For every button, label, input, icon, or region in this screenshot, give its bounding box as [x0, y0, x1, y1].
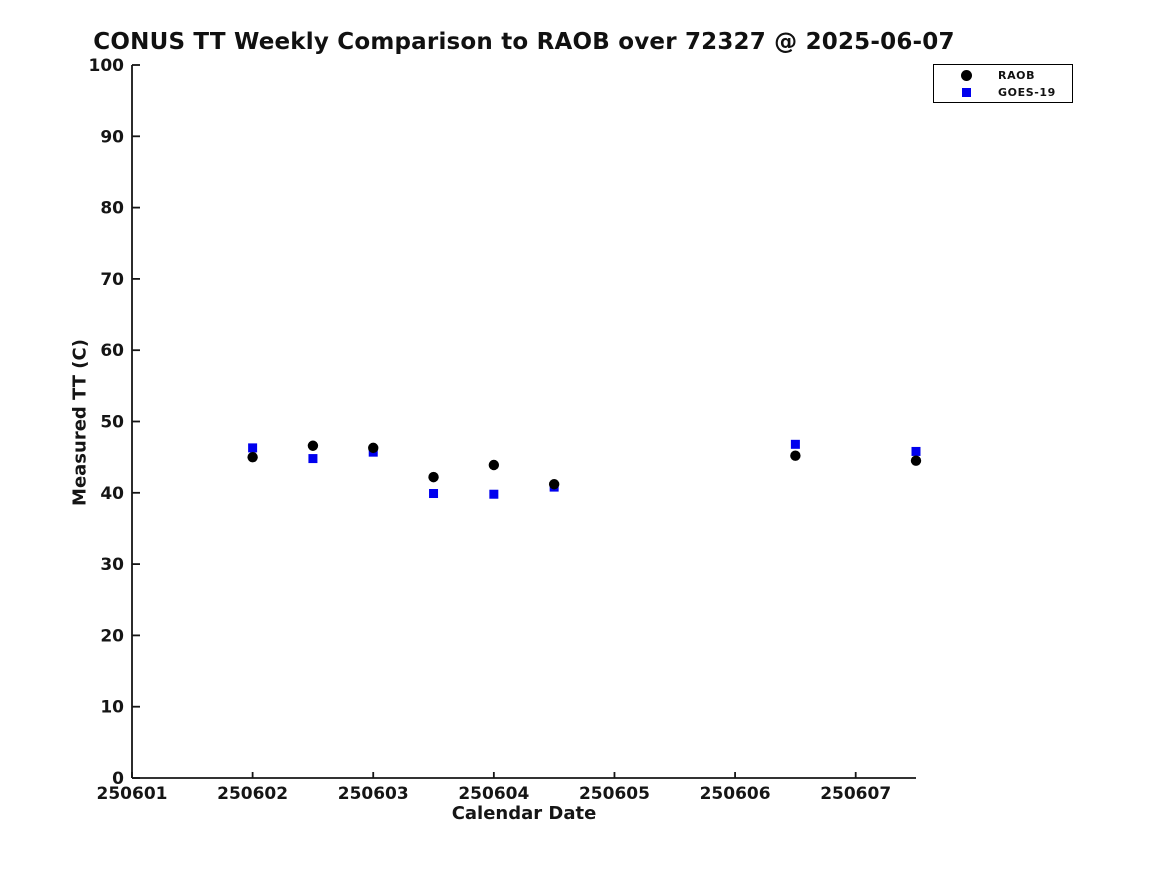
y-tick-label: 30	[100, 555, 124, 575]
raob-marker	[307, 440, 319, 451]
raob-marker	[368, 442, 379, 454]
x-tick-label: 250603	[338, 784, 409, 804]
goes-19-marker	[248, 443, 258, 453]
raob-marker	[548, 479, 560, 490]
goes-19-marker	[790, 439, 800, 449]
raob-marker	[790, 450, 801, 461]
x-tick-label: 250602	[217, 784, 288, 804]
y-tick-label: 80	[100, 199, 124, 219]
y-tick-label: 50	[100, 413, 124, 433]
raob-marker	[247, 451, 258, 463]
x-tick-label: 250605	[579, 784, 650, 804]
x-tick-label: 250607	[820, 784, 891, 804]
y-tick-label: 20	[100, 626, 124, 646]
chart-title: CONUS TT Weekly Comparison to RAOB over …	[93, 29, 955, 55]
y-tick-label: 100	[89, 56, 125, 76]
goes-19-marker	[489, 489, 499, 499]
raob-marker	[428, 471, 439, 483]
goes-19-marker	[911, 446, 921, 456]
legend-entry-raob: RAOB	[934, 68, 1072, 82]
goes-19-marker	[308, 454, 318, 464]
raob-circle-icon	[960, 69, 972, 81]
legend-marker-cell	[934, 87, 998, 97]
y-tick-label: 90	[100, 127, 124, 147]
legend-entry-goes19: GOES-19	[934, 85, 1072, 99]
x-axis-label: Calendar Date	[451, 803, 597, 824]
goes19-square-icon	[961, 87, 971, 97]
y-tick-label: 70	[100, 270, 124, 290]
goes-19-marker	[429, 489, 439, 499]
legend-label-goes19: GOES-19	[998, 85, 1056, 99]
y-tick-label: 10	[100, 698, 124, 718]
legend-box: RAOB GOES-19	[933, 64, 1073, 103]
x-tick-label: 250606	[700, 784, 771, 804]
x-tick-label: 250604	[458, 784, 529, 804]
y-tick-label: 60	[100, 341, 124, 361]
y-tick-label: 0	[112, 769, 124, 789]
y-tick-label: 40	[100, 484, 124, 504]
legend-marker-cell	[934, 69, 998, 81]
raob-marker	[488, 459, 500, 471]
y-axis-label: Measured TT (C)	[69, 339, 91, 506]
legend-label-raob: RAOB	[998, 68, 1036, 82]
x-tick-label: 250601	[97, 784, 168, 804]
raob-marker	[910, 455, 922, 466]
